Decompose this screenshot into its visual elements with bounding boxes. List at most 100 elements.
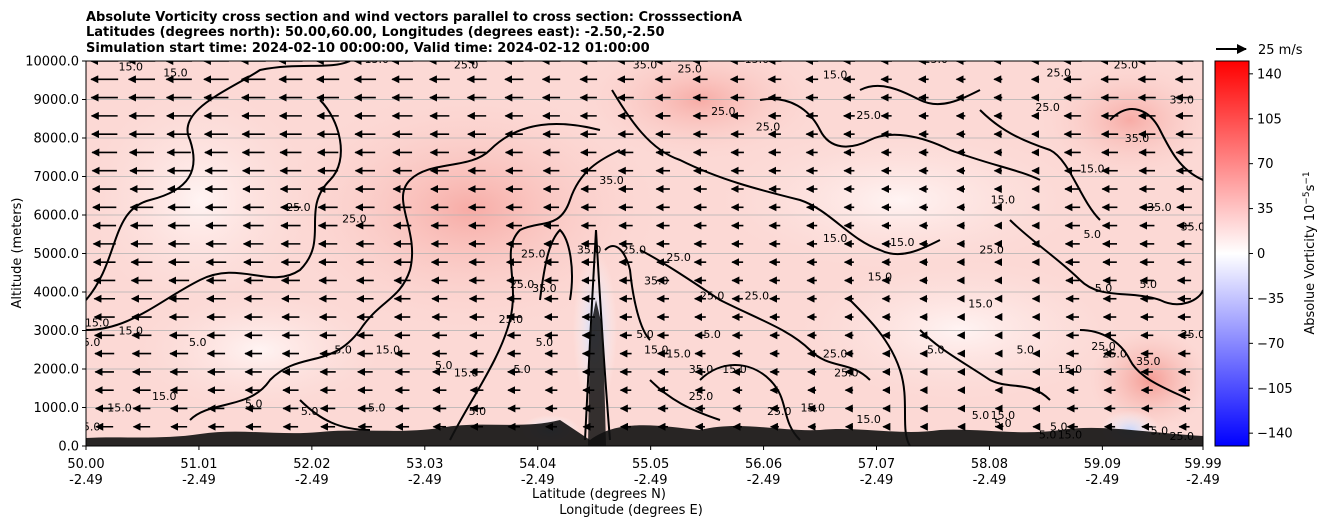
contour-label: 5.0: [1139, 278, 1157, 291]
contour-label: 35.0: [1136, 355, 1161, 368]
contour-label: 25.0: [1035, 101, 1060, 114]
y-tick-label: 10000.0: [25, 55, 79, 70]
contour-label: 25.0: [666, 251, 691, 264]
contour-line: [611, 89, 941, 256]
contour-label: 35.0: [644, 274, 669, 287]
y-tick-label: 9000.0: [34, 93, 80, 108]
colorbar: 140 105 70 35 0 −35 −70 −105 −140 Absolue Vortic…: [1214, 60, 1318, 447]
y-tick-label: 6000.0: [34, 209, 80, 224]
contour-label: 35.0: [633, 59, 658, 72]
y-tick-label: 5000.0: [34, 247, 80, 262]
contour-label: 15.0: [1058, 428, 1083, 441]
contour-label: 15.0: [118, 61, 143, 74]
contour-label: 25.0: [499, 313, 524, 326]
contour-label: 25.0: [510, 278, 535, 291]
contour-line: [1009, 219, 1203, 306]
contour-label: 25.0: [1047, 66, 1072, 79]
colorbar-tick-label: 0: [1257, 247, 1265, 262]
contour-label: 5.0: [301, 405, 319, 418]
x-tick-label-lat: 52.02: [293, 457, 330, 472]
contour-label: 5.0: [1151, 424, 1169, 437]
contour-label: 15.0: [118, 324, 143, 337]
colorbar-tick-label: −140: [1257, 427, 1293, 442]
contour-line: [86, 99, 342, 331]
x-axis-ticks: 50.00-2.4951.01-2.4952.02-2.4953.03-2.49…: [67, 446, 1222, 488]
contour-label: 25.0: [689, 390, 714, 403]
contour-line: [1079, 329, 1191, 401]
y-tick-label: 2000.0: [34, 363, 80, 378]
shade-region: [800, 260, 1120, 400]
colorbar-label-exp2: −1: [1302, 171, 1312, 184]
contour-label: 5.0: [435, 359, 453, 372]
colorbar-gradient: [1214, 60, 1250, 447]
x-tick-label-lon: -2.49: [1186, 473, 1220, 488]
x-axis-label: Latitude (degrees N): [532, 487, 666, 502]
quiver-key-label: 25 m/s: [1258, 43, 1303, 58]
contour-label: 25.0: [700, 290, 725, 303]
contour-label: 25.0: [1091, 340, 1116, 353]
colorbar-tick-label: 105: [1257, 112, 1282, 127]
grid-lines: [86, 61, 1203, 446]
contour-line: [449, 149, 621, 441]
x-tick-label-lat: 51.01: [180, 457, 217, 472]
contour-label: 5.0: [334, 344, 352, 357]
x-tick-label-lon: -2.49: [182, 473, 216, 488]
x-tick-label-lat: 56.06: [745, 457, 782, 472]
contour-label: 5.0: [927, 344, 945, 357]
shade-region: [580, 61, 820, 160]
contour-label: 15.0: [991, 409, 1016, 422]
y-tick-label: 8000.0: [34, 132, 80, 147]
contour-label: 25.0: [1102, 347, 1127, 360]
contour-line: [86, 61, 351, 301]
colorbar-tick-label: −70: [1257, 337, 1284, 352]
chart-title-line-3: Simulation start time: 2024-02-10 00:00:…: [86, 41, 650, 56]
colorbar-ticks: 140 105 70 35 0 −35 −70 −105 −140: [1249, 67, 1293, 442]
contour-label: 15.0: [1080, 163, 1105, 176]
x-tick-label-lat: 58.08: [971, 457, 1008, 472]
chart-title-line-2: Latitudes (degrees north): 50.00,60.00, …: [86, 25, 665, 40]
colorbar-tick-label: −105: [1257, 382, 1293, 397]
contour-line: [539, 228, 573, 301]
x-tick-label-lon: -2.49: [521, 473, 555, 488]
shade-region: [720, 130, 1080, 270]
contour-label: 5.0: [513, 363, 531, 376]
contour-label: 15.0: [823, 232, 848, 245]
x-tick-label-lon: -2.49: [634, 473, 668, 488]
contour-label: 25.0: [767, 405, 792, 418]
x-tick-label-lat: 59.99: [1184, 457, 1221, 472]
plot-area: 15.0 15.015.0 25.0 35.0 25.015.015.025.025.0…: [83, 53, 1203, 446]
colorbar-label-unit: s: [1303, 184, 1318, 191]
y-tick-label: 7000.0: [34, 170, 80, 185]
contour-label: 25.0: [342, 213, 367, 226]
contour-label: 15.0: [722, 363, 747, 376]
contour-label: 35.0: [1147, 201, 1172, 214]
contour-label: 25.0: [1170, 430, 1195, 443]
contour-label: 5.0: [994, 417, 1012, 430]
contour-label: 25.0: [823, 347, 848, 360]
central-contour-cluster: [588, 300, 606, 446]
contour-label: 25.0: [834, 367, 859, 380]
contour-label: 5.0: [1050, 421, 1068, 434]
contour-line: [649, 379, 721, 421]
contour-label: 5.0: [536, 336, 554, 349]
contour-line: [1109, 108, 1203, 181]
contour-lines: [86, 61, 1203, 446]
contour-label: 5.0: [83, 421, 101, 434]
contour-label: 15.0: [644, 344, 669, 357]
x-tick-label-lon: -2.49: [1086, 473, 1120, 488]
x-tick-label-lat: 59.09: [1084, 457, 1121, 472]
x-tick-label-lat: 50.00: [67, 457, 104, 472]
contour-label: 15.0: [1058, 363, 1083, 376]
contour-label: 25.0: [979, 244, 1004, 257]
contour-line: [699, 364, 801, 441]
contour-label: 5.0: [1084, 228, 1102, 241]
contour-label: 25.0: [521, 247, 546, 260]
colorbar-label: Absolue Vorticity 10−5s−1: [1302, 171, 1318, 334]
contour-label: 15.0: [454, 367, 479, 380]
contour-line: [639, 249, 871, 381]
contour-label: 15.0: [152, 390, 177, 403]
contour-label: 25.0: [711, 105, 736, 118]
contour-label: 15.0: [364, 53, 389, 66]
contour-label: 15.0: [823, 68, 848, 81]
contour-label: 15.0: [868, 270, 893, 283]
